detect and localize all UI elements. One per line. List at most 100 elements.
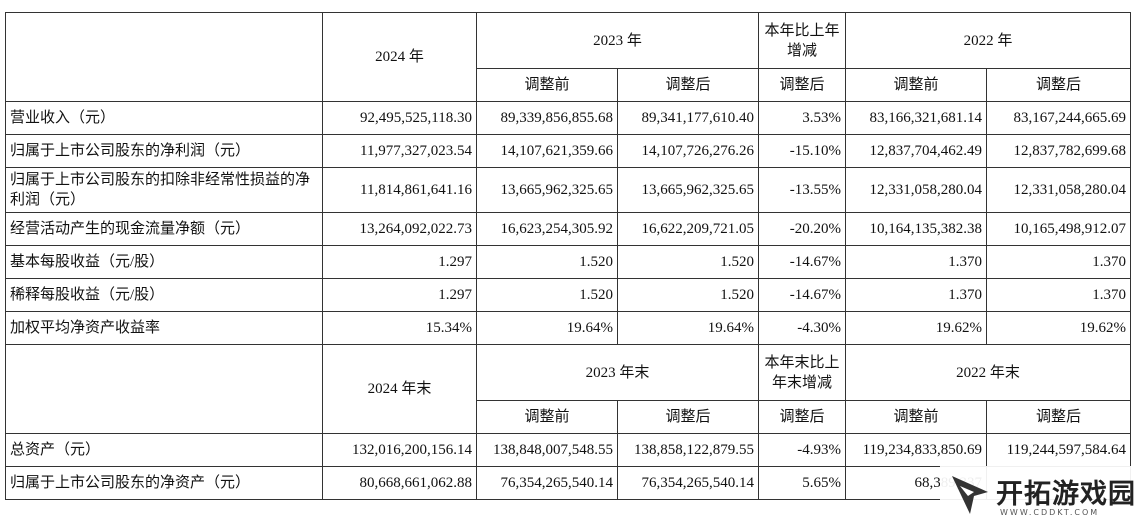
value-cell: 1.370 xyxy=(845,278,988,312)
value-cell: 92,495,525,118.30 xyxy=(322,101,477,135)
row-label: 归属于上市公司股东的扣除非经常性损益的净利润（元） xyxy=(5,167,323,213)
table-body: 2024 年 2023 年本年比上年增减 2022 年调整前 调整后 调整后 调整前 调整后… xyxy=(5,12,1132,500)
sub-header-row: 调整前 调整后 调整后 调整前 调整后 xyxy=(6,68,1132,102)
value-cell: 12,837,704,462.49 xyxy=(845,134,988,168)
value-cell: 10,165,498,912.07 xyxy=(986,212,1132,246)
value-cell: 16,622,209,721.05 xyxy=(616,212,760,246)
sub-header-cell: 调整前 xyxy=(845,68,988,102)
value-cell: 14,107,726,276.26 xyxy=(616,134,760,168)
sub-header-cell: 调整前 xyxy=(476,68,618,102)
value-cell: -14.67% xyxy=(758,245,847,279)
value-cell: 83,166,321,681.14 xyxy=(845,101,988,135)
value-cell: 10,164,135,382.38 xyxy=(845,212,988,246)
financial-table: 2024 年 2023 年本年比上年增减 2022 年调整前 调整后 调整后 调整前 调整后… xyxy=(5,12,1132,500)
value-cell: 1.370 xyxy=(986,245,1132,279)
value-cell: -20.20% xyxy=(758,212,847,246)
value-cell: 19.64% xyxy=(476,311,618,345)
value-cell: 1.370 xyxy=(845,245,988,279)
period-header-cell: 2022 年 xyxy=(845,12,1132,69)
period-header-cell: 2024 年末 xyxy=(322,344,477,434)
value-cell: 119,244,597,584.64 xyxy=(986,433,1132,467)
value-cell: 3.53% xyxy=(758,101,847,135)
data-row: 基本每股收益（元/股） 1.297 1.520 1.520 -14.67% 1.370 1.… xyxy=(5,245,1132,279)
value-cell: 1.520 xyxy=(476,278,618,312)
value-cell: 12,837,782,699.68 xyxy=(986,134,1132,168)
value-cell: 138,858,122,879.55 xyxy=(616,433,760,467)
sub-header-cell: 调整后 xyxy=(986,400,1132,434)
value-cell: 89,339,856,855.68 xyxy=(476,101,618,135)
row-label: 归属于上市公司股东的净利润（元） xyxy=(5,134,323,168)
value-cell: -4.30% xyxy=(758,311,847,345)
value-cell: 14,107,621,359.66 xyxy=(476,134,618,168)
period-header-cell: 2022 年末 xyxy=(845,344,1132,401)
value-cell: 83,167,244,665.69 xyxy=(986,101,1132,135)
value-cell: 132,016,200,156.14 xyxy=(322,433,477,467)
value-cell: 19.62% xyxy=(986,311,1132,345)
row-label: 基本每股收益（元/股） xyxy=(5,245,323,279)
value-cell: 76,354,265,540.14 xyxy=(616,466,760,500)
value-cell: -15.10% xyxy=(758,134,847,168)
value-cell: 12,331,058,280.04 xyxy=(845,167,988,213)
sub-header-cell: 调整后 xyxy=(986,68,1132,102)
sub-header-cell: 调整后 xyxy=(616,400,760,434)
period-header-cell: 本年末比上年末增减 xyxy=(758,344,847,401)
watermark-logo xyxy=(952,476,988,514)
value-cell: -13.55% xyxy=(758,167,847,213)
period-header-row: 2024 年 2023 年本年比上年增减 2022 年 xyxy=(5,12,1132,102)
sub-header-row: 调整前 调整后 调整后 调整前 调整后 xyxy=(6,400,1132,434)
row-label: 总资产（元） xyxy=(5,433,323,467)
value-cell: 5.65% xyxy=(758,466,847,500)
data-row: 经营活动产生的现金流量净额（元） 13,264,092,022.73 16,623,… xyxy=(5,212,1132,246)
value-cell: 76,354,265,540.14 xyxy=(476,466,618,500)
data-row: 总资产（元） 132,016,200,156.14 138,848,007,548.… xyxy=(5,433,1132,467)
data-row: 归属于上市公司股东的净资产（元） 80,668,661,062.88 76,354,… xyxy=(5,466,1132,500)
value-cell: 13,665,962,325.65 xyxy=(476,167,618,213)
data-row: 加权平均净资产收益率 15.34% 19.64% 19.64% -4.30% 19.62%… xyxy=(5,311,1132,345)
value-cell: 11,977,327,023.54 xyxy=(322,134,477,168)
value-cell: 16,623,254,305.92 xyxy=(476,212,618,246)
value-cell: 1.520 xyxy=(616,245,760,279)
value-cell: 11,814,861,641.16 xyxy=(322,167,477,213)
data-row: 归属于上市公司股东的净利润（元） 11,977,327,023.54 14,107,… xyxy=(5,134,1132,168)
value-cell: 13,264,092,022.73 xyxy=(322,212,477,246)
blank-cell xyxy=(5,12,323,102)
row-label: 加权平均净资产收益率 xyxy=(5,311,323,345)
value-cell: 80,668,661,062.88 xyxy=(322,466,477,500)
watermark: 开拓游戏园 WWW.CDDKT.COM xyxy=(940,466,1136,525)
sub-header-cell: 调整前 xyxy=(845,400,988,434)
value-cell: 119,234,833,850.69 xyxy=(845,433,988,467)
watermark-name: 开拓游戏园 xyxy=(996,479,1136,510)
period-header-cell: 2023 年末 xyxy=(475,344,760,401)
value-cell: 15.34% xyxy=(322,311,477,345)
period-header-row: 2024 年末 2023 年末 本年末比上年末增减 2022 年末 xyxy=(5,344,1132,434)
value-cell: 1.520 xyxy=(616,278,760,312)
row-label: 营业收入（元） xyxy=(5,101,323,135)
sub-header-cell: 调整后 xyxy=(758,400,847,434)
value-cell: 12,331,058,280.04 xyxy=(986,167,1132,213)
value-cell: 19.62% xyxy=(845,311,988,345)
data-row: 归属于上市公司股东的扣除非经常性损益的净利润（元） 11,814,861,641.… xyxy=(5,167,1132,213)
data-row: 稀释每股收益（元/股） 1.297 1.520 1.520 -14.67% 1.370 1.… xyxy=(5,278,1132,312)
value-cell: 89,341,177,610.40 xyxy=(616,101,760,135)
value-cell: 1.297 xyxy=(322,245,477,279)
value-cell: 1.297 xyxy=(322,278,477,312)
period-header-cell: 2023 年 xyxy=(475,12,760,69)
data-row: 营业收入（元） 92,495,525,118.30 89,339,856,855.6… xyxy=(5,101,1132,135)
sub-header-cell: 调整后 xyxy=(758,68,847,102)
value-cell: 1.520 xyxy=(476,245,618,279)
value-cell: 19.64% xyxy=(616,311,760,345)
blank-cell xyxy=(5,344,323,434)
value-cell: -4.93% xyxy=(758,433,847,467)
value-cell: 1.370 xyxy=(986,278,1132,312)
period-header-cell: 2024 年 xyxy=(322,12,477,102)
sub-header-cell: 调整后 xyxy=(616,68,760,102)
row-label: 经营活动产生的现金流量净额（元） xyxy=(5,212,323,246)
period-header-cell: 本年比上年增减 xyxy=(758,12,847,69)
value-cell: -14.67% xyxy=(758,278,847,312)
row-label: 稀释每股收益（元/股） xyxy=(5,278,323,312)
watermark-url: WWW.CDDKT.COM xyxy=(1000,508,1100,517)
sub-header-cell: 调整前 xyxy=(476,400,618,434)
row-label: 归属于上市公司股东的净资产（元） xyxy=(5,466,323,500)
value-cell: 138,848,007,548.55 xyxy=(476,433,618,467)
